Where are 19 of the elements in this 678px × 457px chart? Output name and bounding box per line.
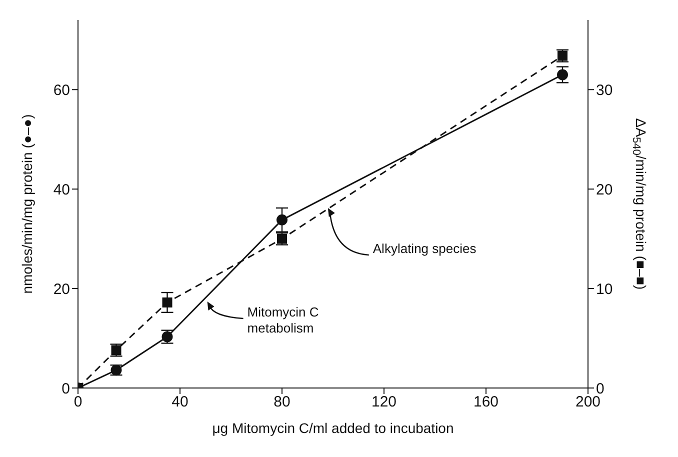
y-tick-label: 0: [62, 380, 70, 398]
point: [276, 214, 288, 226]
x-tick-label: 40: [172, 394, 188, 411]
y2-tick-label: 10: [596, 280, 613, 298]
y-tick-label: 60: [53, 82, 70, 99]
x-tick-label: 120: [371, 394, 397, 411]
y-tick-label: 20: [53, 280, 70, 298]
annotation: Alkylating species: [372, 240, 477, 256]
x-tick-label: 0: [74, 394, 82, 411]
y-axis-title: nmoles/min/mg protein (●–●): [19, 114, 35, 294]
y2-tick-label: 30: [596, 82, 613, 99]
x-tick-label: 160: [473, 394, 499, 411]
x-axis-title: μg Mitomycin C/ml added to incubation: [212, 420, 454, 436]
x-tick-label: 80: [274, 394, 290, 411]
point: [557, 69, 568, 80]
y2-tick-label: 20: [596, 181, 613, 198]
annotation: Mitomycin C metabolism: [247, 304, 319, 336]
y-tick-label: 40: [53, 181, 70, 198]
point: [162, 297, 172, 308]
